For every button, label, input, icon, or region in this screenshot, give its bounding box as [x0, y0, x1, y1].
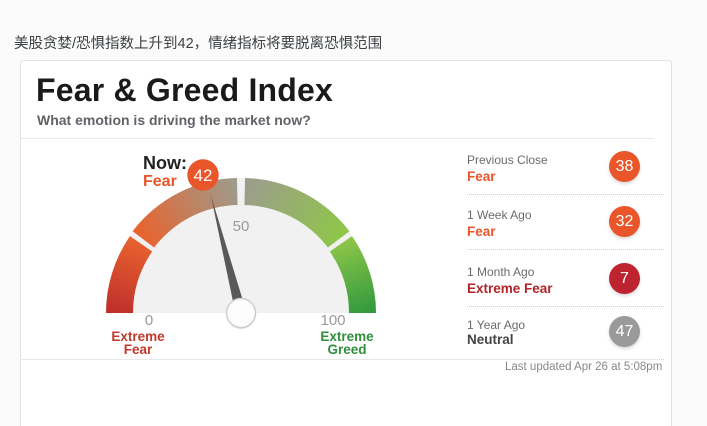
- svg-text:Greed: Greed: [327, 342, 366, 357]
- svg-text:Fear: Fear: [124, 342, 153, 357]
- svg-text:Now:: Now:: [143, 153, 187, 173]
- svg-text:0: 0: [145, 312, 153, 329]
- svg-text:100: 100: [320, 312, 345, 329]
- svg-text:42: 42: [194, 166, 213, 185]
- svg-text:Fear: Fear: [143, 173, 177, 190]
- svg-text:50: 50: [233, 218, 250, 235]
